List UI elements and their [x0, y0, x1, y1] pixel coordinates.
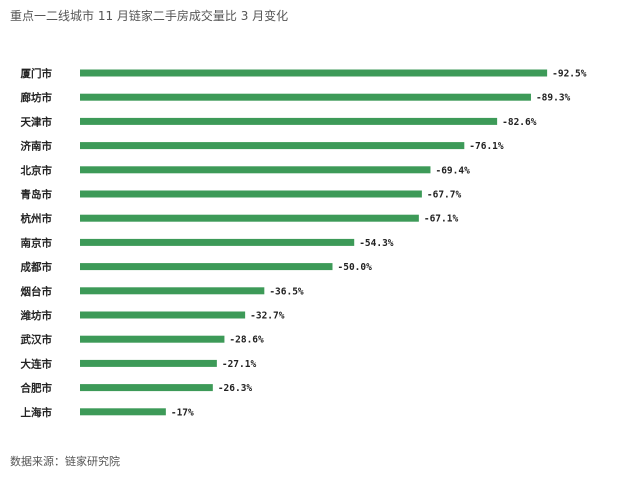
value-label: -32.7%	[250, 311, 285, 322]
category-label: 成都市	[21, 261, 53, 274]
category-label: 天津市	[21, 115, 53, 128]
bar	[80, 214, 419, 222]
value-label: -36.5%	[269, 286, 304, 297]
value-label: -76.1%	[469, 141, 504, 152]
value-label: -50.0%	[338, 262, 373, 273]
bar	[80, 142, 465, 150]
bar	[80, 335, 225, 343]
data-source: 数据来源：链家研究院	[10, 455, 120, 468]
chart-title: 重点一二线城市 11 月链家二手房成交量比 3 月变化	[10, 9, 289, 23]
category-label: 廊坊市	[21, 91, 53, 104]
bar	[80, 93, 531, 101]
value-label: -67.7%	[427, 190, 462, 201]
value-label: -28.6%	[229, 335, 264, 346]
value-label: -26.3%	[218, 383, 253, 394]
category-label: 杭州市	[21, 212, 53, 225]
value-label: -89.3%	[536, 93, 571, 104]
category-label: 合肥市	[20, 382, 53, 395]
bar	[80, 263, 333, 271]
bar	[80, 166, 431, 174]
category-label: 潍坊市	[20, 309, 53, 322]
category-label: 上海市	[21, 406, 53, 419]
category-label: 北京市	[21, 164, 53, 177]
category-label: 青岛市	[21, 188, 53, 201]
bar	[80, 69, 548, 77]
category-labels: 厦门市廊坊市天津市济南市北京市青岛市杭州市南京市成都市烟台市潍坊市武汉市大连市合…	[20, 67, 53, 419]
value-label: -54.3%	[359, 238, 394, 249]
bar	[80, 287, 265, 295]
bar	[80, 238, 355, 246]
bar	[80, 117, 498, 125]
value-label: -27.1%	[222, 359, 257, 370]
bar	[80, 311, 246, 319]
category-label: 武汉市	[21, 333, 53, 346]
category-label: 大连市	[21, 357, 53, 370]
value-label: -92.5%	[552, 69, 587, 80]
bar	[80, 384, 213, 392]
category-label: 济南市	[21, 140, 53, 153]
category-label: 厦门市	[21, 67, 53, 80]
value-labels: -92.5% -89.3% -82.6% -76.1% -69.4% -67.7% -67.…	[171, 69, 587, 419]
bar	[80, 359, 217, 367]
bars	[80, 69, 548, 416]
bar	[80, 408, 166, 416]
value-label: -69.4%	[435, 165, 470, 176]
category-label: 烟台市	[21, 285, 53, 298]
category-label: 南京市	[21, 236, 53, 249]
value-label: -17%	[171, 407, 194, 418]
bar	[80, 190, 422, 198]
value-label: -82.6%	[502, 117, 537, 128]
value-label: -67.1%	[424, 214, 459, 225]
